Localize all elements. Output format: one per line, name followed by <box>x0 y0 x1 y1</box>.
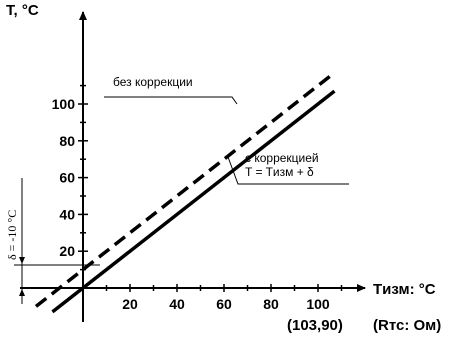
annotation-uncorrected-leader <box>104 96 238 105</box>
y-tick-label: 100 <box>52 96 76 112</box>
x-axis-sublabel: (Rтс: Ом) <box>373 317 441 334</box>
y-tick-label: 20 <box>59 243 75 259</box>
y-tick-label: 40 <box>59 206 75 222</box>
x-axis-label: Tизм: °C <box>373 281 436 298</box>
x-tick-extra-label: (103,90) <box>287 317 343 334</box>
annotation-corrected-leader <box>227 156 349 185</box>
offset-label: δ = -10 °C <box>5 210 19 260</box>
x-tick-label: 40 <box>169 296 185 312</box>
y-axis-label: T, °C <box>6 2 39 19</box>
y-tick-label: 60 <box>59 170 75 186</box>
x-tick-label: 100 <box>306 296 330 312</box>
y-tick-label: 80 <box>59 133 75 149</box>
annotation-corrected-formula: T = Tизм + δ <box>245 165 314 179</box>
annotation-corrected: с коррекцией <box>245 151 319 165</box>
x-tick-label: 80 <box>263 296 279 312</box>
series-line-uncorrected <box>34 71 336 308</box>
annotation-uncorrected: без коррекции <box>113 75 193 89</box>
series-line-corrected <box>51 89 336 314</box>
x-tick-label: 20 <box>122 296 138 312</box>
x-tick-label: 60 <box>216 296 232 312</box>
